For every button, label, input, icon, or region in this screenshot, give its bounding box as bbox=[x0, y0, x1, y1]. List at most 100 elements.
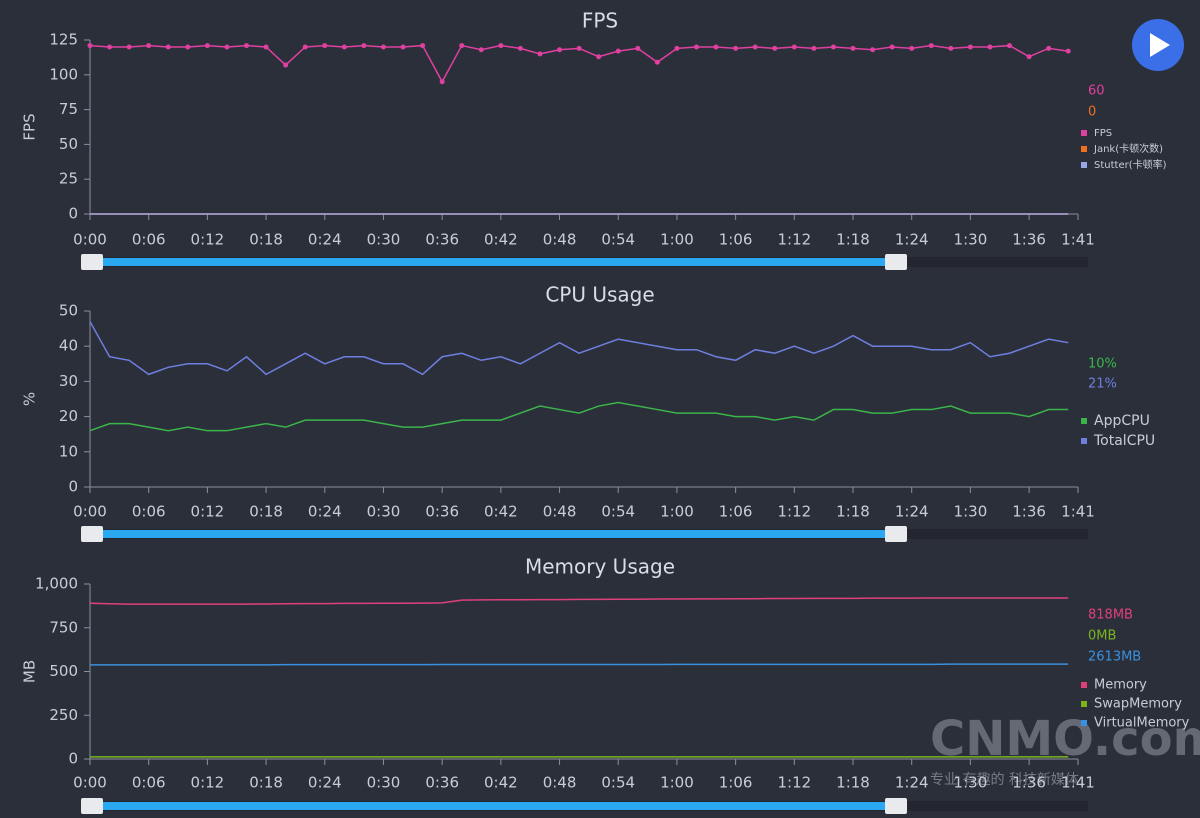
point bbox=[1046, 45, 1052, 51]
point bbox=[870, 47, 876, 53]
point bbox=[146, 43, 152, 49]
x-tick-label: 1:41 bbox=[1061, 503, 1095, 521]
point bbox=[439, 79, 445, 85]
point bbox=[224, 44, 230, 50]
x-tick-label: 0:30 bbox=[367, 503, 401, 521]
point bbox=[615, 48, 621, 54]
point bbox=[693, 44, 699, 50]
point bbox=[478, 47, 484, 53]
y-tick-label: 20 bbox=[59, 407, 78, 425]
point bbox=[811, 45, 817, 51]
y-tick-label: 250 bbox=[49, 706, 78, 724]
x-tick-label: 1:12 bbox=[777, 503, 811, 521]
point bbox=[361, 43, 367, 49]
point bbox=[928, 43, 934, 49]
legend-label: Memory bbox=[1094, 678, 1147, 693]
point bbox=[244, 43, 250, 49]
point bbox=[752, 44, 758, 50]
x-tick-label: 0:30 bbox=[367, 774, 401, 792]
x-tick-label: 1:12 bbox=[777, 774, 811, 792]
legend-swatch bbox=[1081, 682, 1087, 688]
y-tick-label: 0 bbox=[68, 478, 78, 496]
point bbox=[283, 62, 289, 68]
point bbox=[302, 44, 308, 50]
legend-label: SwapMemory bbox=[1094, 697, 1182, 712]
x-tick-label: 1:12 bbox=[777, 231, 811, 249]
x-tick-label: 0:42 bbox=[484, 503, 518, 521]
x-tick-label: 1:00 bbox=[660, 503, 694, 521]
x-tick-label: 1:36 bbox=[1012, 774, 1046, 792]
x-tick-label: 0:36 bbox=[425, 231, 459, 249]
y-axis-label: % bbox=[21, 392, 39, 406]
slider-handle bbox=[885, 254, 907, 270]
x-tick-label: 0:48 bbox=[543, 231, 577, 249]
series-line bbox=[90, 663, 1069, 666]
y-tick-label: 1,000 bbox=[35, 575, 78, 593]
legend-label: Stutter(卡顿率) bbox=[1094, 158, 1167, 171]
x-tick-label: 1:36 bbox=[1012, 503, 1046, 521]
x-tick-label: 0:48 bbox=[543, 503, 577, 521]
slider-handle bbox=[81, 254, 103, 270]
y-tick-label: 25 bbox=[59, 170, 78, 188]
x-tick-label: 1:06 bbox=[719, 503, 753, 521]
legend-swatch bbox=[1081, 720, 1087, 726]
point bbox=[576, 45, 582, 51]
point bbox=[263, 44, 269, 50]
point bbox=[557, 47, 563, 53]
point bbox=[204, 43, 210, 49]
point bbox=[889, 44, 895, 50]
y-tick-label: 500 bbox=[49, 662, 78, 680]
legend-label: Jank(卡顿次数) bbox=[1093, 142, 1163, 155]
y-tick-label: 0 bbox=[68, 750, 78, 768]
x-tick-label: 0:54 bbox=[601, 231, 635, 249]
point bbox=[400, 44, 406, 50]
x-tick-label: 0:24 bbox=[308, 231, 342, 249]
point bbox=[909, 45, 915, 51]
point bbox=[322, 43, 328, 49]
play-icon[interactable] bbox=[1150, 33, 1170, 57]
point bbox=[987, 44, 993, 50]
point bbox=[596, 54, 602, 60]
legend-swatch bbox=[1081, 130, 1087, 136]
current-value: 0 bbox=[1088, 105, 1096, 120]
point bbox=[772, 45, 778, 51]
point bbox=[1026, 54, 1032, 60]
y-tick-label: 0 bbox=[68, 205, 78, 223]
x-tick-label: 1:30 bbox=[954, 231, 988, 249]
x-tick-label: 1:06 bbox=[719, 231, 753, 249]
y-tick-label: 750 bbox=[49, 618, 78, 636]
legend-swatch bbox=[1081, 162, 1087, 168]
play-button[interactable] bbox=[1132, 19, 1184, 71]
current-value: 0MB bbox=[1088, 629, 1116, 644]
legend-swatch bbox=[1081, 418, 1087, 424]
point bbox=[107, 44, 113, 50]
slider-handle bbox=[885, 526, 907, 542]
point bbox=[967, 44, 973, 50]
watermark-tagline: 专业 有趣的 科技新媒体 bbox=[930, 772, 1079, 788]
point bbox=[733, 45, 739, 51]
point bbox=[420, 43, 426, 49]
y-axis-label: MB bbox=[21, 660, 39, 683]
x-tick-label: 1:30 bbox=[954, 774, 988, 792]
point bbox=[380, 44, 386, 50]
legend-label: AppCPU bbox=[1094, 413, 1150, 429]
x-tick-label: 1:24 bbox=[895, 231, 929, 249]
series-line bbox=[89, 597, 1069, 605]
point bbox=[126, 44, 132, 50]
point bbox=[674, 45, 680, 51]
x-tick-label: 0:06 bbox=[132, 774, 166, 792]
x-tick-label: 0:36 bbox=[425, 774, 459, 792]
series-line bbox=[89, 401, 1069, 432]
chart-title: Memory Usage bbox=[525, 555, 675, 579]
x-tick-label: 0:42 bbox=[484, 231, 518, 249]
x-tick-label: 0:00 bbox=[73, 231, 107, 249]
legend-swatch bbox=[1081, 438, 1087, 444]
x-tick-label: 0:36 bbox=[425, 503, 459, 521]
x-tick-label: 0:18 bbox=[249, 774, 283, 792]
x-tick-label: 0:12 bbox=[191, 774, 225, 792]
slider-handle bbox=[81, 798, 103, 814]
point bbox=[654, 59, 660, 65]
x-tick-label: 1:00 bbox=[660, 231, 694, 249]
point bbox=[791, 44, 797, 50]
x-tick-label: 0:00 bbox=[73, 774, 107, 792]
